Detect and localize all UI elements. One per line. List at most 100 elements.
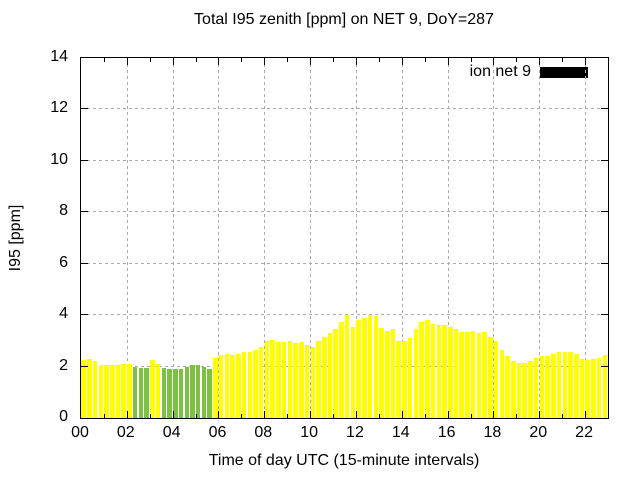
x-tick-label: 14 (391, 424, 410, 441)
bar (92, 361, 98, 418)
bar (539, 356, 545, 418)
bar (448, 326, 453, 418)
gridline-h (81, 211, 608, 213)
bar (304, 344, 310, 418)
tick-mark (81, 159, 88, 161)
x-tick-label: 06 (208, 424, 227, 441)
bar (459, 331, 464, 418)
bar (579, 358, 585, 418)
x-axis-label: Time of day UTC (15-minute intervals) (208, 452, 480, 469)
tick-mark (81, 365, 88, 367)
bar (367, 315, 373, 418)
tick-mark (333, 58, 335, 62)
x-tick-label: 00 (71, 424, 89, 441)
bar (184, 366, 190, 418)
bar (591, 358, 596, 418)
bar (236, 353, 241, 418)
bar (127, 364, 132, 418)
bar (442, 325, 447, 418)
bar (402, 340, 407, 418)
bar (344, 315, 350, 418)
gridline-v (218, 58, 220, 418)
bar (281, 342, 287, 418)
bar (453, 329, 459, 418)
bar (362, 317, 367, 418)
legend: ion net 9 (470, 63, 588, 81)
bar (161, 367, 167, 418)
tick-mark (172, 58, 174, 65)
tick-mark (424, 58, 426, 62)
y-tick-label: 6 (59, 253, 68, 271)
bar (384, 330, 390, 418)
bar (596, 357, 602, 418)
y-tick-label: 12 (50, 99, 68, 117)
legend-label: ion net 9 (469, 63, 531, 80)
bar (413, 329, 419, 418)
tick-mark (264, 411, 266, 418)
tick-mark (447, 58, 449, 65)
tick-mark (562, 414, 564, 418)
x-tick-label: 12 (346, 424, 364, 441)
bar (287, 340, 293, 418)
bar (568, 352, 573, 418)
gridline-v (493, 58, 495, 418)
tick-mark (218, 58, 220, 65)
bar (511, 361, 516, 418)
bar (574, 353, 579, 418)
tick-mark (149, 414, 151, 418)
tick-mark (103, 414, 105, 418)
bar (121, 364, 126, 418)
bar (218, 355, 224, 418)
bar (270, 339, 275, 418)
bar (482, 331, 487, 418)
tick-mark (172, 411, 174, 418)
tick-mark (601, 314, 608, 316)
gridline-v (264, 58, 266, 418)
bar (379, 328, 384, 418)
gridline-h (81, 159, 608, 161)
tick-mark (601, 211, 608, 213)
x-tick-label: 04 (162, 424, 181, 441)
x-tick-label: 02 (116, 424, 135, 441)
gridline-v (355, 58, 357, 418)
tick-mark (585, 58, 587, 65)
tick-mark (355, 411, 357, 418)
x-tick-label: 10 (300, 424, 319, 441)
bar (516, 362, 522, 418)
bar (247, 352, 253, 418)
bar (224, 353, 230, 418)
bar (430, 324, 436, 418)
bar (522, 362, 527, 418)
tick-mark (493, 58, 495, 65)
bar (602, 355, 608, 418)
tick-mark (333, 414, 335, 418)
x-tick-label: 22 (575, 424, 593, 441)
y-tick-label: 2 (59, 356, 68, 374)
tick-mark (601, 159, 608, 161)
tick-mark (103, 58, 105, 62)
tick-mark (401, 58, 403, 65)
bar (167, 369, 172, 418)
bar (144, 367, 149, 418)
bar (201, 366, 207, 418)
tick-mark (81, 211, 88, 213)
bar (505, 356, 510, 418)
tick-mark (562, 58, 564, 62)
x-tick-label: 08 (254, 424, 273, 441)
bar (327, 333, 333, 418)
legend-swatch-icon (540, 66, 588, 78)
gridline-v (585, 58, 587, 418)
tick-mark (470, 58, 472, 62)
bar (207, 369, 212, 418)
gridline-v (401, 58, 403, 418)
bar (333, 329, 338, 418)
bar (98, 365, 104, 418)
bar (299, 342, 304, 418)
bar (132, 366, 138, 418)
tick-mark (287, 58, 289, 62)
chart-title: Total I95 zenith [ppm] on NET 9, DoY=287 (194, 11, 494, 28)
bar (87, 358, 92, 418)
tick-mark (264, 58, 266, 65)
bar (551, 353, 556, 418)
